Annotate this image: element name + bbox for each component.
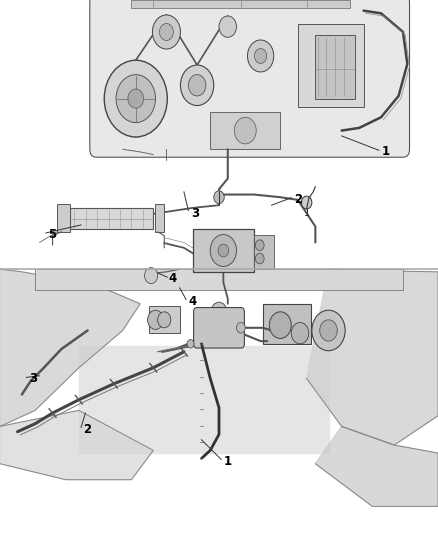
Circle shape	[152, 15, 180, 49]
Circle shape	[187, 340, 194, 348]
Polygon shape	[79, 346, 328, 453]
Polygon shape	[0, 269, 140, 426]
Circle shape	[180, 65, 214, 106]
Circle shape	[269, 312, 291, 338]
Text: 1: 1	[381, 146, 389, 158]
Circle shape	[247, 40, 274, 72]
Bar	[0, 0, 438, 269]
Polygon shape	[307, 269, 438, 445]
Circle shape	[312, 310, 345, 351]
Bar	[131, 0, 350, 8]
Bar	[199, 312, 239, 336]
Bar	[149, 306, 180, 333]
Text: 2: 2	[84, 423, 92, 435]
Circle shape	[301, 196, 312, 209]
Text: 1: 1	[224, 455, 232, 467]
FancyBboxPatch shape	[90, 0, 410, 157]
Text: 5: 5	[49, 228, 57, 241]
Bar	[210, 112, 280, 149]
Bar	[155, 204, 164, 232]
Polygon shape	[0, 410, 153, 480]
Text: 3: 3	[191, 207, 199, 220]
Circle shape	[159, 23, 173, 41]
Circle shape	[237, 322, 245, 333]
Bar	[35, 269, 403, 290]
Bar	[0, 269, 438, 533]
Bar	[193, 229, 254, 272]
Bar	[254, 235, 274, 269]
Text: 4: 4	[169, 272, 177, 285]
FancyBboxPatch shape	[194, 308, 244, 348]
Circle shape	[255, 253, 264, 264]
Circle shape	[255, 240, 264, 251]
Circle shape	[234, 117, 256, 144]
Polygon shape	[315, 426, 438, 506]
Circle shape	[210, 235, 237, 266]
Circle shape	[188, 75, 206, 96]
Text: 4: 4	[189, 295, 197, 308]
Circle shape	[214, 191, 224, 204]
Text: 3: 3	[29, 372, 37, 385]
Circle shape	[116, 75, 155, 123]
Circle shape	[145, 268, 158, 284]
Circle shape	[219, 16, 237, 37]
Circle shape	[211, 302, 227, 321]
Circle shape	[148, 310, 163, 329]
Bar	[263, 304, 311, 344]
Circle shape	[218, 244, 229, 257]
Bar	[57, 204, 70, 232]
Bar	[298, 24, 364, 107]
Circle shape	[128, 89, 144, 108]
Circle shape	[158, 312, 171, 328]
Bar	[70, 208, 153, 229]
Circle shape	[254, 49, 267, 63]
Circle shape	[291, 322, 309, 344]
Bar	[315, 35, 355, 99]
Circle shape	[104, 60, 167, 137]
Circle shape	[320, 320, 337, 341]
Text: 2: 2	[294, 193, 302, 206]
